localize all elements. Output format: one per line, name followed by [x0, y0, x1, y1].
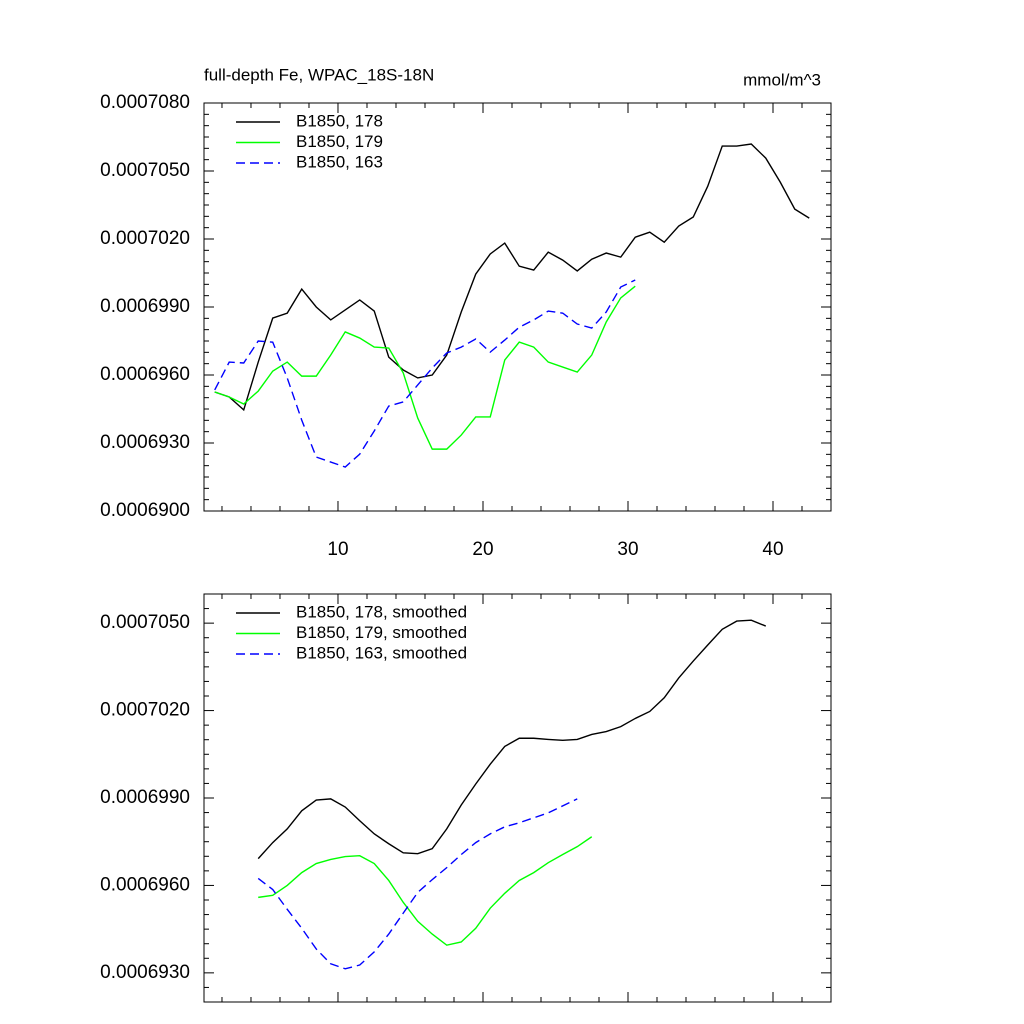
y-tick-label: 0.0006990: [100, 787, 190, 808]
legend-label: B1850, 163, smoothed: [296, 643, 467, 662]
x-tick-label: 10: [327, 539, 348, 560]
data-line: [257, 619, 767, 860]
y-tick-label: 0.0007020: [100, 228, 190, 249]
y-tick-label: 0.0007020: [100, 700, 190, 721]
data-line: [214, 285, 636, 450]
x-tick-label: 40: [762, 539, 783, 560]
data-line: [214, 143, 810, 412]
y-tick-label: 0.0006960: [100, 364, 190, 385]
y-tick-label: 0.0006930: [100, 432, 190, 453]
y-tick-label: 0.0006990: [100, 296, 190, 317]
plot-frame: [203, 102, 832, 512]
data-line: [258, 836, 593, 946]
legend-label: B1850, 163: [296, 152, 383, 171]
y-tick-label: 0.0006900: [100, 500, 190, 521]
data-line: [214, 279, 636, 468]
chart-title: full-depth Fe, WPAC_18S-18N: [204, 65, 434, 84]
y-tick-label: 0.0007050: [100, 612, 190, 633]
y-tick-label: 0.0007050: [100, 160, 190, 181]
x-tick-label: 30: [617, 539, 638, 560]
y-tick-label: 0.0006930: [100, 962, 190, 983]
y-tick-label: 0.0006960: [100, 874, 190, 895]
plot-frame: [203, 593, 832, 1003]
legend-label: B1850, 178: [296, 111, 383, 130]
x-tick-label: 20: [472, 539, 493, 560]
legend-label: B1850, 178, smoothed: [296, 602, 467, 621]
legend-label: B1850, 179: [296, 132, 383, 151]
data-line: [257, 798, 578, 970]
units-label: mmol/m^3: [743, 70, 821, 89]
legend-label: B1850, 179, smoothed: [296, 623, 467, 642]
y-tick-label: 0.0007080: [100, 92, 190, 113]
